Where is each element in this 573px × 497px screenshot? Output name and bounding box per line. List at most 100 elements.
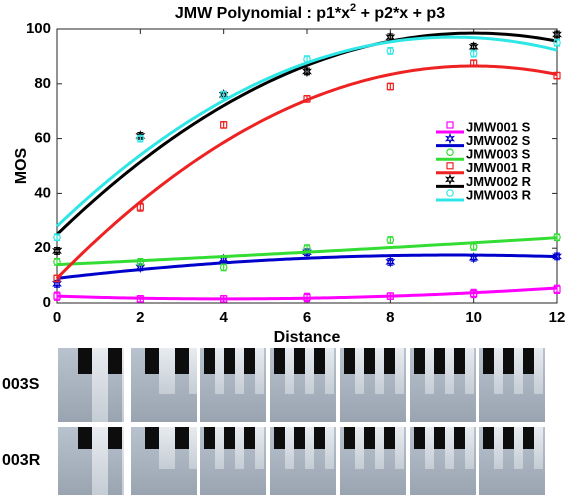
title-part: + p2*x + p3 [356,5,445,22]
x-tick-label: 2 [136,309,144,326]
target-bar [145,427,159,449]
marker [53,233,61,242]
target-bar [414,348,425,374]
x-tick-label: 4 [219,309,228,326]
marker [553,71,561,80]
target-bar [244,427,255,449]
chart-title: JMW Polynomial : p1*x2 + p2*x + p3 [175,2,445,22]
fit-curve [55,31,558,236]
target-bar [204,348,215,374]
target-bar [503,348,514,374]
target-stripe [494,348,503,394]
y-tick-label: 80 [34,75,51,92]
thumbnail [58,427,124,495]
target-stripe [325,427,334,469]
thumbnail [410,427,476,495]
target-stripe [534,348,543,394]
target-bar [384,427,395,449]
target-bar [344,348,355,374]
target-stripe [355,427,364,469]
legend-label: JMW002 S [466,133,531,148]
target-stripe [255,348,264,394]
target-bar [78,427,92,449]
y-tick-label: 40 [34,184,51,201]
marker [386,236,395,244]
target-bar [175,348,189,374]
target-stripe [425,427,434,469]
target-bar [314,348,325,374]
target-bar [344,427,355,449]
legend-marker [446,121,454,129]
target-stripe [122,427,124,495]
target-bar [244,348,255,374]
target-bar [454,427,465,449]
error-bar [220,121,227,129]
row-label: 003S [2,376,40,393]
marker [553,285,561,293]
target-stripe [445,348,454,394]
marker [553,233,561,242]
target-stripe [305,427,314,469]
thumbnail [200,348,266,422]
fit-curve [56,253,558,280]
target-bar [364,348,375,374]
target-bar [274,427,285,449]
marker [385,256,396,268]
target-bar [483,348,494,374]
target-bar [414,427,425,449]
thumbnail [270,348,336,422]
target-bar [434,348,445,374]
thumbnail [131,427,197,495]
y-axis-label: MOS [13,147,30,184]
target-stripe [285,427,294,469]
target-stripe [189,348,197,394]
target-stripe [375,427,384,469]
target-stripe [92,348,108,422]
target-stripe [355,348,364,394]
title-sup: 2 [350,2,356,14]
chart: JMW Polynomial : p1*x2 + p2*x + p3 Dista… [13,2,566,345]
marker [135,261,146,274]
marker [470,289,478,298]
marker [386,47,395,55]
marker [386,292,394,300]
title-part: JMW Polynomial : p1*x [175,5,350,22]
marker [220,295,228,303]
thumbnail [340,348,406,422]
y-tick-label: 60 [34,130,51,147]
target-stripe [215,348,224,394]
marker [219,263,228,272]
x-tick-label: 10 [465,309,482,326]
target-stripe [189,427,197,469]
marker [220,121,228,129]
target-stripe [425,348,434,394]
target-stripe [122,348,124,422]
y-tick-label: 0 [43,294,51,311]
marker [136,203,144,211]
target-stripe [465,427,474,469]
target-bar [108,348,122,374]
marker [136,258,145,266]
x-tick-label: 12 [549,309,566,326]
target-stripe [395,427,404,469]
marker [53,292,61,300]
target-stripe [395,348,404,394]
thumbnail [200,427,266,495]
thumbnail [270,427,336,495]
target-bar [224,348,235,374]
target-bar [78,348,92,374]
target-bar [523,348,534,374]
marker [303,55,311,63]
legend-label: JMW003 R [466,187,532,202]
target-bar [294,427,305,449]
target-stripe [514,348,523,394]
marker [386,82,394,91]
target-stripe [375,348,384,394]
marker [136,295,144,303]
marker [219,90,228,99]
target-bar [384,348,395,374]
target-bar [523,427,534,449]
legend-label: JMW001 S [466,119,531,134]
target-bar [204,427,215,449]
marker [302,246,312,259]
